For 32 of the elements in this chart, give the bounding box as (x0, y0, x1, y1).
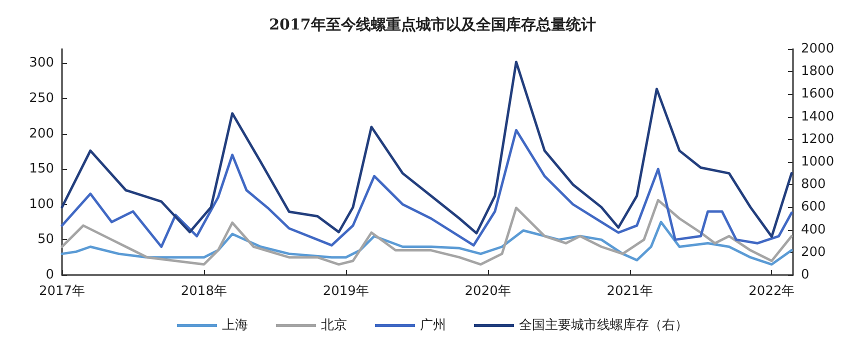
y2-tick-label: 1600 (801, 86, 834, 102)
y2-tick-label: 800 (801, 177, 826, 192)
line-series (60, 198, 793, 266)
y2-tick-label: 200 (801, 244, 826, 260)
x-tick-label: 2020年 (464, 284, 511, 299)
y2-tick-label: 1800 (801, 64, 834, 80)
y-tick-label: 50 (37, 232, 54, 248)
y-tick-label: 300 (29, 56, 54, 71)
y2-tick-label: 1400 (801, 109, 834, 124)
x-tick-label: 2017年 (38, 284, 86, 299)
y-tick-label: 100 (29, 196, 54, 212)
line-series (60, 128, 793, 248)
line-series (60, 60, 793, 238)
y2-tick-label: 400 (801, 222, 826, 238)
y2-tick-label: 600 (801, 200, 826, 215)
legend-label: 全国主要城市线螺库存（右） (519, 317, 688, 333)
x-tick-label: 2018年 (180, 284, 227, 299)
y2-tick-label: 1000 (801, 154, 834, 170)
y-tick-label: 250 (29, 90, 54, 106)
x-tick-label: 2022年 (748, 284, 795, 299)
y-tick-label: 0 (46, 268, 54, 282)
y-tick-label: 150 (29, 162, 54, 177)
x-tick-label: 2021年 (606, 284, 653, 299)
x-tick-label: 2019年 (322, 284, 369, 299)
y-tick-label: 200 (29, 126, 54, 142)
y2-tick-label: 2000 (801, 42, 834, 56)
legend-label: 广州 (420, 318, 446, 333)
y2-tick-label: 0 (801, 268, 810, 282)
y2-tick-label: 1200 (801, 132, 834, 147)
legend-label: 北京 (321, 318, 347, 333)
chart-title: 2017年至今线螺重点城市以及全国库存总量统计 (269, 16, 596, 34)
legend-label: 上海 (222, 318, 248, 333)
